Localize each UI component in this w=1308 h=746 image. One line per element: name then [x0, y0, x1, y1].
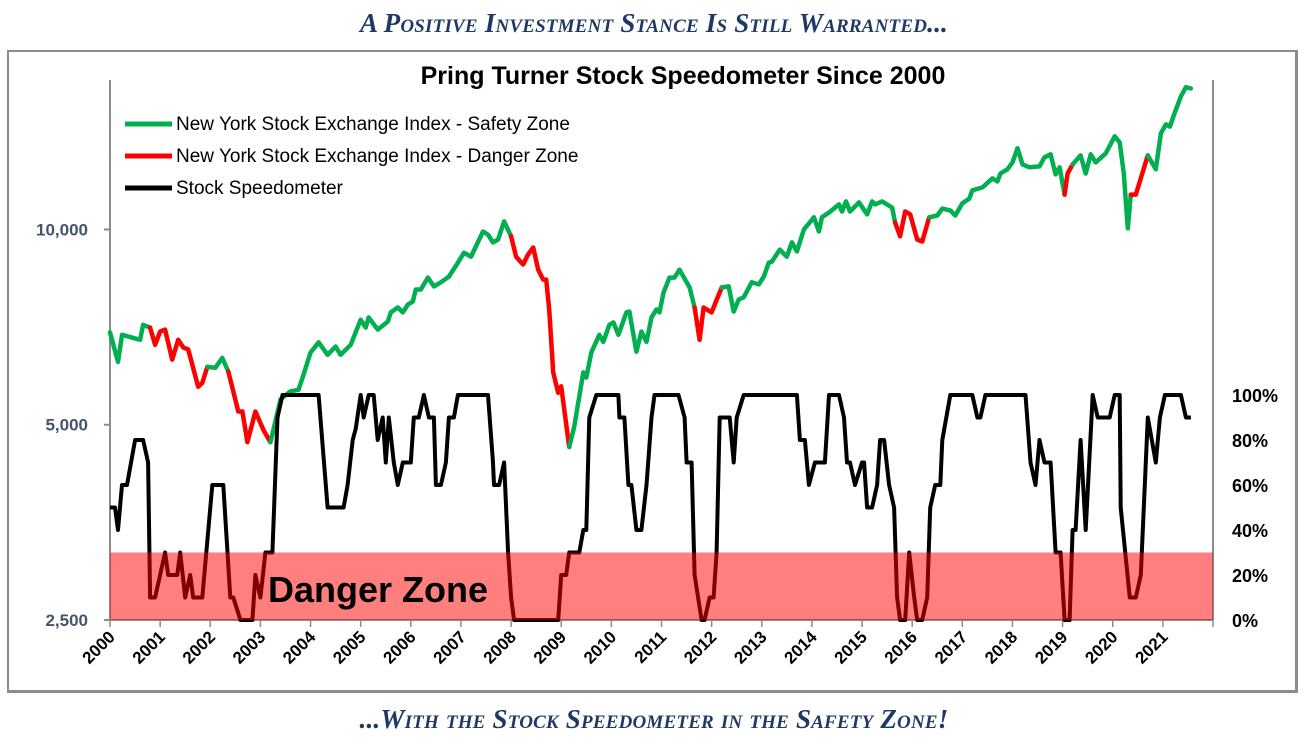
nyse-safety-zone-segment — [268, 219, 514, 445]
nyse-danger-zone-segment — [508, 234, 572, 450]
right-axis-tick-label: 80% — [1232, 431, 1268, 451]
legend-label-danger: New York Stock Exchange Index - Danger Z… — [176, 146, 578, 167]
x-axis-tick-label: 2020 — [1081, 627, 1121, 667]
nyse-danger-zone-segment — [1128, 153, 1151, 197]
nyse-safety-zone-segment — [719, 199, 898, 314]
x-axis-tick-label: 2013 — [730, 627, 770, 667]
legend-label-safety: New York Stock Exchange Index - Safety Z… — [176, 114, 570, 135]
x-axis-tick-label: 2009 — [530, 627, 570, 667]
nyse-danger-zone-segment — [892, 209, 932, 244]
x-axis-tick-label: 2002 — [179, 627, 219, 667]
x-axis-tick-label: 2007 — [430, 627, 470, 667]
x-axis-tick-label: 2012 — [680, 627, 720, 667]
x-axis-tick-label: 2001 — [129, 627, 169, 667]
x-axis-tick-label: 2004 — [279, 627, 320, 668]
x-axis-tick-label: 2003 — [229, 627, 269, 667]
top-banner-headline: A Positive Investment Stance Is Still Wa… — [360, 8, 948, 38]
left-axis-tick-label: 2,500 — [45, 611, 88, 630]
x-axis-tick-label: 2000 — [79, 627, 119, 667]
x-axis-tick-label: 2005 — [329, 627, 369, 667]
danger-zone-label: Danger Zone — [268, 569, 488, 610]
x-axis-tick-label: 2015 — [831, 627, 871, 667]
nyse-danger-zone-segment — [1062, 162, 1075, 197]
nyse-safety-zone-segment — [1070, 134, 1134, 231]
nyse-safety-zone-segment — [926, 146, 1067, 220]
right-axis-tick-label: 60% — [1232, 476, 1268, 496]
x-axis-tick-label: 2017 — [931, 627, 971, 667]
x-axis-tick-label: 2016 — [881, 627, 921, 667]
x-axis-tick-label: 2011 — [631, 627, 671, 667]
x-axis-tick-label: 2010 — [580, 627, 620, 667]
nyse-danger-zone-segment — [692, 285, 724, 343]
nyse-safety-zone-segment — [566, 267, 697, 450]
nyse-danger-zone-segment — [147, 325, 210, 390]
x-axis-tick-label: 2019 — [1031, 627, 1071, 667]
right-axis-tick-label: 40% — [1232, 521, 1268, 541]
right-axis-tick-label: 20% — [1232, 566, 1268, 586]
legend-label-speedometer: Stock Speedometer — [176, 178, 344, 199]
bottom-banner-headline: ...With the Stock Speedometer in the Saf… — [359, 704, 949, 734]
right-axis-tick-label: 0% — [1232, 611, 1258, 631]
nyse-safety-zone-segment — [1145, 84, 1194, 172]
right-axis-tick-label: 100% — [1232, 386, 1278, 406]
left-axis-tick-label: 5,000 — [45, 416, 88, 435]
nyse-danger-zone-segment — [226, 369, 273, 445]
chart-title: Pring Turner Stock Speedometer Since 200… — [421, 62, 946, 90]
left-axis-tick-label: 10,000 — [36, 220, 88, 239]
x-axis-tick-label: 2021 — [1132, 627, 1172, 667]
x-axis-tick-label: 2006 — [379, 627, 419, 667]
series-lines — [107, 84, 1194, 622]
stock-speedometer-line — [110, 393, 1191, 622]
nyse-safety-zone-segment — [205, 355, 231, 374]
x-axis-tick-label: 2014 — [781, 627, 822, 668]
legend: New York Stock Exchange Index - Safety Z… — [125, 114, 578, 199]
x-axis-tick-label: 2008 — [480, 627, 520, 667]
danger-zone-band — [110, 552, 1213, 620]
nyse-safety-zone-segment — [107, 322, 153, 365]
x-axis-tick-label: 2018 — [981, 627, 1021, 667]
chart-frame — [7, 50, 1298, 693]
